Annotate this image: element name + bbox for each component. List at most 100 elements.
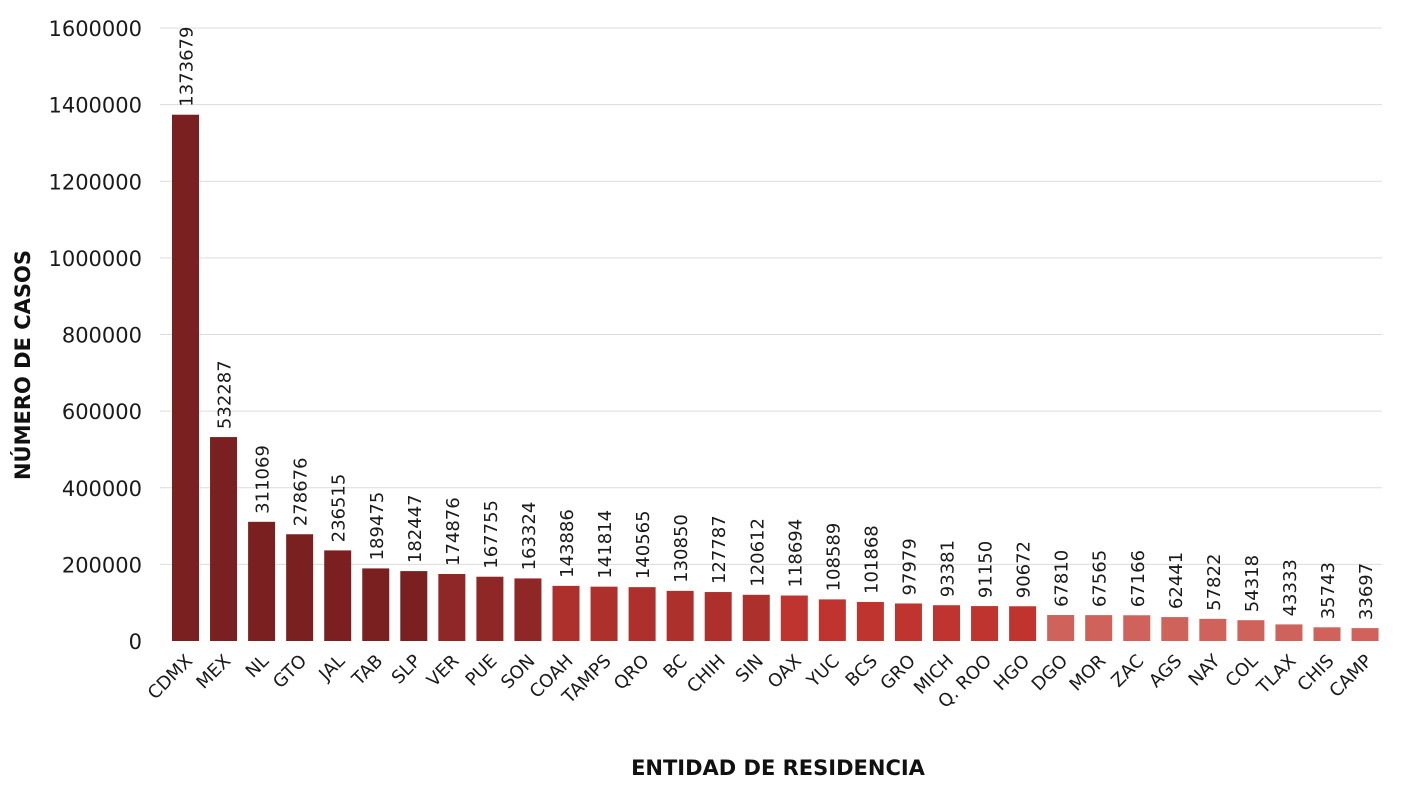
y-tick-label: 800000: [62, 324, 142, 348]
x-tick-label: MOR: [1066, 651, 1111, 696]
x-tick-label: TLAX: [1252, 651, 1300, 699]
bar-bc: [666, 590, 694, 641]
bar-qro: [628, 587, 656, 641]
data-label: 62441: [1166, 552, 1187, 609]
data-label: 43333: [1280, 559, 1301, 616]
data-label: 143886: [557, 509, 578, 578]
bar-ags: [1161, 617, 1189, 641]
y-tick-label: 1200000: [48, 170, 142, 194]
y-tick-label: 1600000: [48, 17, 142, 41]
bar-bcs: [856, 601, 884, 641]
x-tick-label: QRO: [610, 651, 654, 695]
data-label: 67810: [1052, 550, 1073, 607]
x-tick-label: PUE: [462, 651, 502, 691]
bar-gto: [286, 534, 314, 641]
data-label: 101868: [861, 525, 882, 594]
y-tick-label: 600000: [62, 400, 142, 424]
data-label: 141814: [595, 510, 616, 579]
bar-mor: [1085, 615, 1113, 641]
y-axis-title: NÚMERO DE CASOS: [10, 250, 35, 480]
gridlines: [160, 27, 1382, 565]
bar-jal: [324, 550, 352, 641]
bar-q-roo: [971, 606, 999, 641]
data-labels: 1373679 532287 311069 278676 236515 189475 182…: [177, 27, 1378, 621]
bar-dgo: [1047, 615, 1075, 641]
data-label: 118694: [785, 519, 806, 588]
bar-nl: [248, 521, 276, 641]
bar-coah: [552, 585, 580, 641]
x-tick-label: OAX: [764, 651, 806, 693]
bar-gro: [894, 603, 922, 641]
data-label: 167755: [481, 500, 502, 569]
x-tick-label: CHIH: [683, 651, 730, 698]
data-label: 130850: [671, 514, 692, 583]
x-axis-title: ENTIDAD DE RESIDENCIA: [631, 756, 926, 780]
bar-chis: [1313, 627, 1341, 641]
data-label: 278676: [291, 458, 312, 527]
bar-oax: [780, 595, 808, 641]
data-label: 97979: [899, 538, 920, 595]
y-tick-label: 1000000: [48, 247, 142, 271]
data-label: 67565: [1090, 550, 1111, 607]
x-tick-label: SIN: [732, 651, 768, 687]
data-label: 1373679: [177, 27, 198, 107]
data-label: 311069: [253, 445, 274, 514]
bar-pue: [476, 576, 504, 641]
y-tick-label: 200000: [62, 553, 142, 577]
data-label: 93381: [938, 540, 959, 597]
bar-mich: [933, 605, 960, 641]
data-label: 189475: [367, 492, 388, 561]
bar-zac: [1123, 615, 1151, 641]
data-label: 90672: [1014, 541, 1035, 598]
x-tick-label: BCS: [842, 651, 882, 691]
x-tick-label: CDMX: [144, 651, 197, 704]
data-label: 120612: [747, 518, 768, 587]
bar-tlax: [1275, 624, 1303, 641]
x-tick-label: DGO: [1028, 651, 1073, 696]
bar-mex: [210, 437, 238, 641]
data-label: 33697: [1356, 563, 1377, 620]
x-tick-label: SLP: [388, 651, 426, 689]
bar-cdmx: [172, 114, 199, 642]
bar-sin: [742, 594, 770, 641]
data-label: 140565: [633, 510, 654, 579]
bar-tab: [362, 568, 390, 641]
y-axis-ticks: 0 200000 400000 600000 800000 1000000 1200000 1…: [48, 17, 142, 654]
bar-slp: [400, 571, 428, 641]
bar-hgo: [1009, 606, 1037, 641]
bar-camp: [1351, 628, 1379, 641]
data-label: 54318: [1242, 555, 1263, 612]
data-label: 236515: [329, 474, 350, 543]
x-tick-label: JAL: [314, 651, 349, 686]
bars: [172, 114, 1379, 642]
data-label: 127787: [709, 515, 730, 584]
bar-chih: [704, 592, 732, 641]
y-tick-label: 1400000: [48, 94, 142, 118]
data-label: 67166: [1128, 550, 1149, 607]
x-tick-label: YUC: [802, 651, 844, 693]
x-tick-label: GTO: [269, 651, 311, 693]
bar-yuc: [818, 599, 846, 641]
bar-nay: [1199, 618, 1227, 641]
data-label: 35743: [1318, 562, 1339, 619]
data-label: 182447: [405, 494, 426, 563]
x-tick-label: AGS: [1145, 651, 1186, 692]
x-tick-label: CAMP: [1325, 651, 1376, 702]
y-tick-label: 0: [129, 630, 142, 654]
x-tick-label: ZAC: [1107, 651, 1148, 692]
x-tick-label: VER: [423, 651, 463, 691]
bar-son: [514, 578, 542, 641]
data-label: 108589: [823, 523, 844, 592]
bar-tamps: [590, 586, 618, 641]
data-label: 91150: [976, 541, 997, 598]
x-tick-label: NAY: [1185, 650, 1226, 691]
data-label: 163324: [519, 502, 540, 571]
data-label: 174876: [443, 497, 464, 566]
bar-col: [1237, 620, 1265, 641]
data-label: 532287: [215, 360, 236, 429]
bar-ver: [438, 574, 466, 641]
x-tick-label: HGO: [990, 651, 1034, 695]
y-tick-label: 400000: [62, 477, 142, 501]
